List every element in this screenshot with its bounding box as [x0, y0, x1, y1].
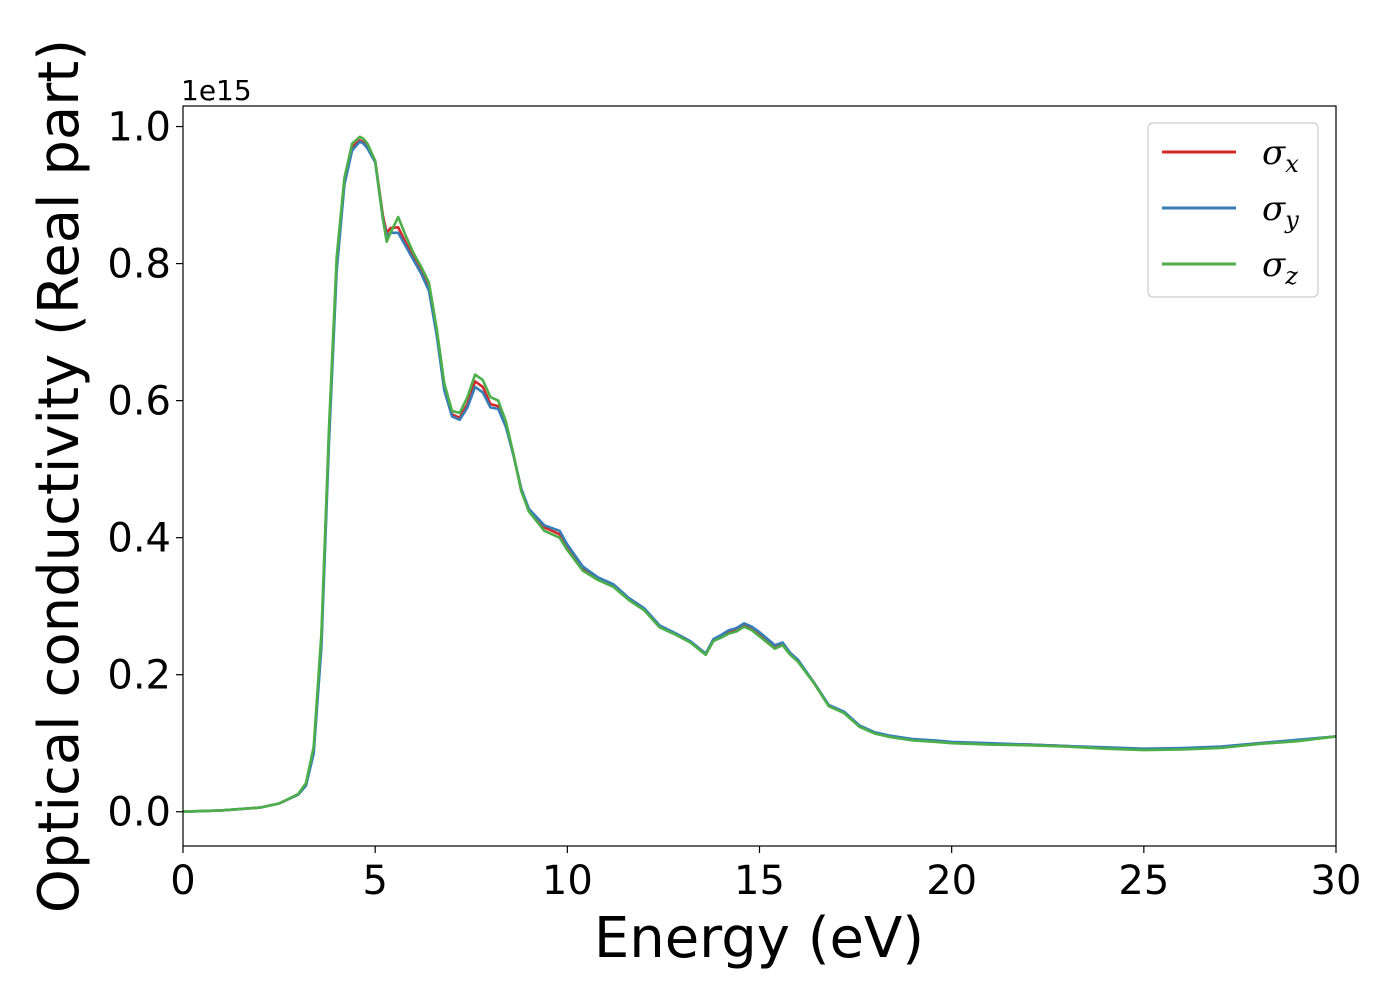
legend-frame	[1147, 122, 1319, 298]
x-axis-ticks: 0 5 10 15 20 25 30	[170, 846, 1361, 904]
x-tick-label: 20	[926, 858, 977, 904]
y-axis-label: Optical conductivity (Real part)	[27, 39, 92, 913]
y-tick-label: 0.0	[107, 790, 171, 836]
y-axis-ticks: 0.0 0.2 0.4 0.6 0.8 1.0	[107, 105, 183, 836]
y-offset-label: 1e15	[181, 74, 252, 107]
plot-lines	[182, 135, 1337, 813]
legend-label-x: σx	[1262, 133, 1299, 178]
legend-label-z: σz	[1262, 245, 1298, 290]
x-axis-label: Energy (eV)	[594, 906, 924, 971]
x-tick-label: 30	[1311, 858, 1362, 904]
y-tick-label: 0.8	[107, 242, 171, 288]
y-tick-label: 0.2	[107, 653, 171, 699]
x-tick-label: 10	[542, 858, 593, 904]
x-tick-label: 15	[734, 858, 785, 904]
y-tick-label: 0.4	[107, 516, 171, 562]
legend-label-y: σy	[1262, 189, 1299, 234]
y-tick-label: 1.0	[107, 105, 171, 151]
series-line-y	[182, 140, 1337, 813]
x-tick-label: 0	[170, 858, 195, 904]
series-line-z	[182, 135, 1337, 813]
y-tick-label: 0.6	[107, 379, 171, 425]
legend: σx σy σz	[1147, 122, 1319, 298]
x-tick-label: 25	[1118, 858, 1169, 904]
x-tick-label: 5	[362, 858, 387, 904]
